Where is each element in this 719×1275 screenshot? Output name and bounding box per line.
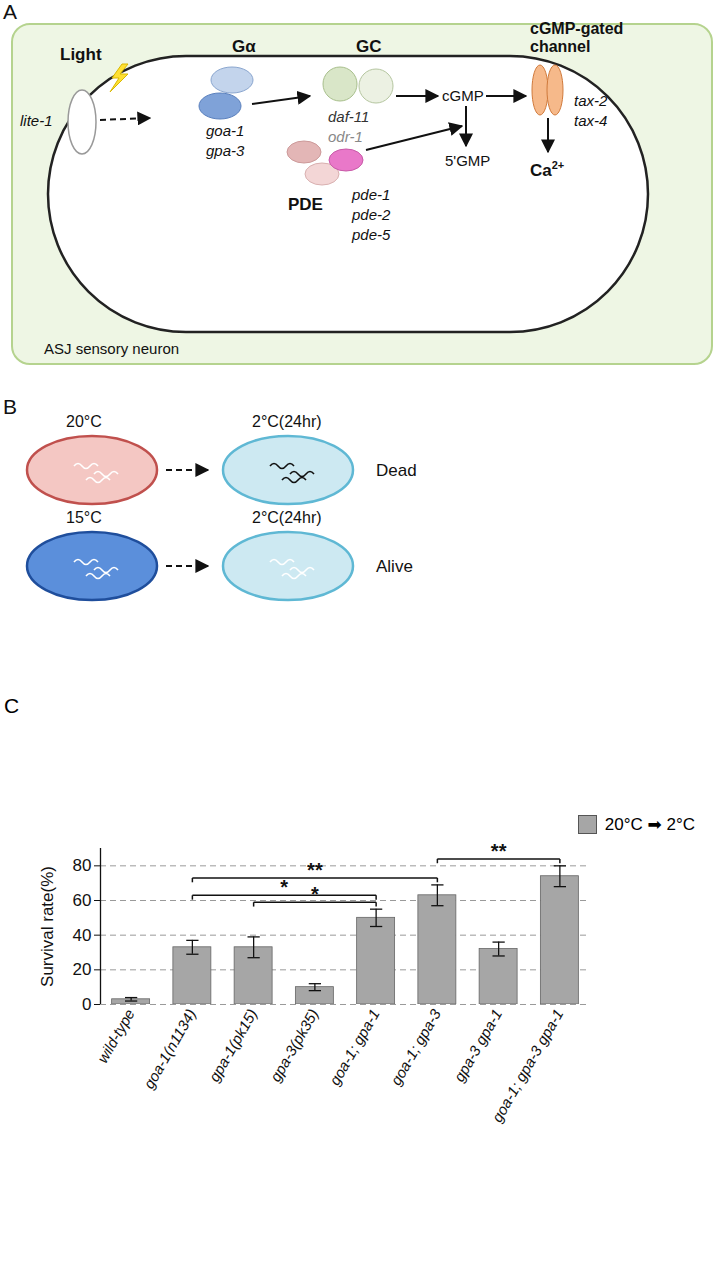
svg-text:channel: channel [530, 38, 590, 55]
html-text:C: C [4, 694, 20, 717]
svg-text:Ca2+: Ca2+ [530, 159, 564, 180]
svg-text:15°C: 15°C [66, 509, 102, 526]
svg-text:pde-5: pde-5 [351, 226, 391, 243]
svg-text:goa-1; gpa-3: goa-1; gpa-3 [387, 1005, 445, 1088]
svg-text:2°C(24hr): 2°C(24hr) [252, 413, 322, 430]
svg-text:20°C: 20°C [66, 413, 102, 430]
svg-text:**: ** [307, 859, 323, 881]
svg-text:5'GMP: 5'GMP [445, 152, 490, 169]
html-text:20°C ➡ 2°C: 20°C ➡ 2°C [604, 815, 695, 834]
svg-text:0: 0 [82, 995, 91, 1014]
svg-text:40: 40 [73, 926, 92, 945]
svg-text:Gα: Gα [232, 37, 256, 56]
svg-text:goa-1: goa-1 [206, 122, 244, 139]
svg-text:pde-1: pde-1 [351, 186, 390, 203]
svg-text:pde-2: pde-2 [351, 206, 391, 223]
svg-text:2°C(24hr): 2°C(24hr) [252, 509, 322, 526]
svg-text:60: 60 [73, 891, 92, 910]
svg-text:goa-1; gpa-3 gpa-1: goa-1; gpa-3 gpa-1 [488, 1006, 567, 1125]
svg-text:cGMP-gated: cGMP-gated [530, 20, 623, 37]
svg-text:lite-1: lite-1 [20, 112, 53, 129]
svg-text:gpa-1(pk15): gpa-1(pk15) [205, 1006, 260, 1085]
svg-text:gpa-3(pk35): gpa-3(pk35) [266, 1006, 321, 1085]
svg-text:gpa-3: gpa-3 [206, 142, 245, 159]
svg-text:*: * [311, 883, 319, 905]
svg-text:gpa-3 gpa-1: gpa-3 gpa-1 [450, 1006, 505, 1085]
svg-text:tax-4: tax-4 [574, 112, 607, 129]
svg-text:tax-2: tax-2 [574, 92, 608, 109]
svg-text:A: A [3, 0, 17, 23]
svg-text:goa-1; gpa-1: goa-1; gpa-1 [326, 1006, 383, 1088]
svg-text:PDE: PDE [288, 195, 323, 214]
svg-text:20: 20 [73, 960, 92, 979]
svg-text:Dead: Dead [376, 461, 417, 480]
svg-text:*: * [280, 876, 288, 898]
svg-text:wild-type: wild-type [94, 1006, 138, 1066]
svg-text:GC: GC [356, 37, 382, 56]
svg-text:Light: Light [60, 45, 102, 64]
svg-text:80: 80 [73, 856, 92, 875]
svg-text:daf-11: daf-11 [328, 108, 369, 125]
svg-text:Survival rate(%): Survival rate(%) [38, 866, 57, 987]
svg-text:odr-1: odr-1 [328, 128, 363, 145]
svg-text:goa-1(n1134): goa-1(n1134) [140, 1006, 199, 1092]
svg-text:cGMP: cGMP [442, 87, 484, 104]
svg-text:ASJ sensory neuron: ASJ sensory neuron [44, 340, 179, 357]
svg-text:B: B [3, 395, 17, 418]
svg-text:Alive: Alive [376, 557, 413, 576]
svg-text:**: ** [491, 840, 507, 862]
